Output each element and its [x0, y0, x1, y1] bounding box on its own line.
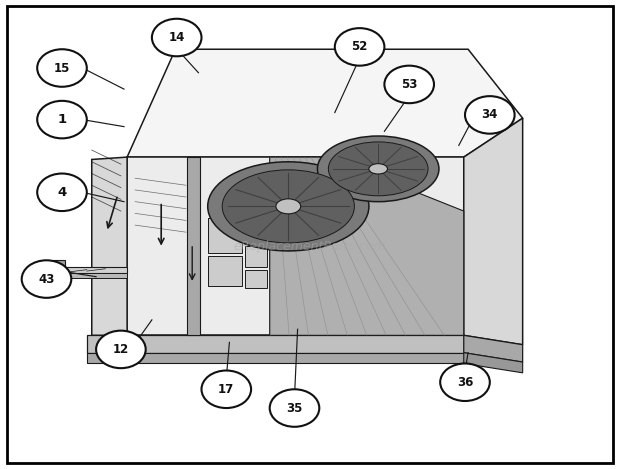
Circle shape: [37, 101, 87, 138]
Circle shape: [152, 19, 202, 56]
Circle shape: [270, 389, 319, 427]
FancyBboxPatch shape: [245, 270, 267, 288]
Polygon shape: [87, 335, 127, 353]
Ellipse shape: [276, 199, 301, 214]
Circle shape: [440, 363, 490, 401]
Polygon shape: [208, 162, 369, 251]
Text: 34: 34: [482, 108, 498, 121]
Text: 43: 43: [38, 272, 55, 286]
Circle shape: [335, 28, 384, 66]
Text: 15: 15: [54, 61, 70, 75]
Polygon shape: [92, 157, 127, 335]
Polygon shape: [127, 49, 523, 157]
Ellipse shape: [329, 142, 428, 196]
Circle shape: [37, 174, 87, 211]
Circle shape: [465, 96, 515, 134]
Polygon shape: [127, 335, 464, 353]
Circle shape: [384, 66, 434, 103]
Text: 12: 12: [113, 343, 129, 356]
Text: 1: 1: [58, 113, 66, 126]
Ellipse shape: [208, 162, 369, 251]
Circle shape: [202, 371, 251, 408]
Polygon shape: [127, 157, 464, 335]
Polygon shape: [187, 157, 200, 335]
Polygon shape: [53, 260, 65, 280]
Polygon shape: [464, 335, 523, 362]
Circle shape: [96, 331, 146, 368]
Ellipse shape: [369, 164, 388, 174]
Polygon shape: [270, 157, 464, 335]
Polygon shape: [464, 353, 523, 373]
Ellipse shape: [222, 170, 355, 243]
Polygon shape: [87, 353, 127, 363]
FancyBboxPatch shape: [208, 218, 242, 253]
FancyBboxPatch shape: [208, 256, 242, 286]
Polygon shape: [464, 118, 523, 345]
Text: 35: 35: [286, 401, 303, 415]
Text: 52: 52: [352, 40, 368, 53]
Ellipse shape: [317, 136, 439, 202]
Text: eReplacementParts.com: eReplacementParts.com: [234, 240, 386, 253]
Polygon shape: [127, 353, 464, 363]
Text: 53: 53: [401, 78, 417, 91]
Text: 17: 17: [218, 383, 234, 396]
Polygon shape: [62, 273, 127, 278]
Text: 14: 14: [169, 31, 185, 44]
Text: 36: 36: [457, 376, 473, 389]
Text: 4: 4: [58, 186, 66, 199]
Polygon shape: [50, 267, 127, 273]
FancyBboxPatch shape: [245, 246, 267, 267]
Circle shape: [22, 260, 71, 298]
Circle shape: [37, 49, 87, 87]
